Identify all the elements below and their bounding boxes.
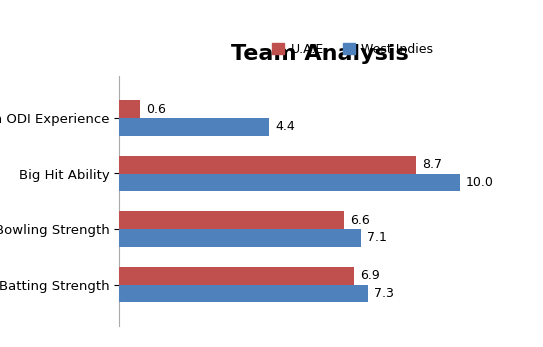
- Bar: [119, 267, 355, 285]
- Text: 7.3: 7.3: [374, 287, 394, 300]
- Bar: [119, 156, 416, 174]
- Bar: [119, 100, 140, 118]
- Title: Team Analysis: Team Analysis: [231, 44, 409, 64]
- Bar: [119, 118, 269, 136]
- Text: 8.7: 8.7: [422, 158, 442, 171]
- Text: 6.6: 6.6: [350, 214, 370, 227]
- Text: 10.0: 10.0: [466, 176, 494, 189]
- Bar: [119, 211, 344, 229]
- Text: 0.6: 0.6: [146, 103, 166, 116]
- Text: 7.1: 7.1: [368, 231, 387, 244]
- Legend: U.A.E., West Indies: U.A.E., West Indies: [267, 37, 438, 61]
- Bar: [119, 285, 368, 302]
- Text: 6.9: 6.9: [361, 269, 380, 282]
- Text: 4.4: 4.4: [275, 120, 295, 133]
- Bar: [119, 174, 460, 191]
- Bar: [119, 229, 361, 247]
